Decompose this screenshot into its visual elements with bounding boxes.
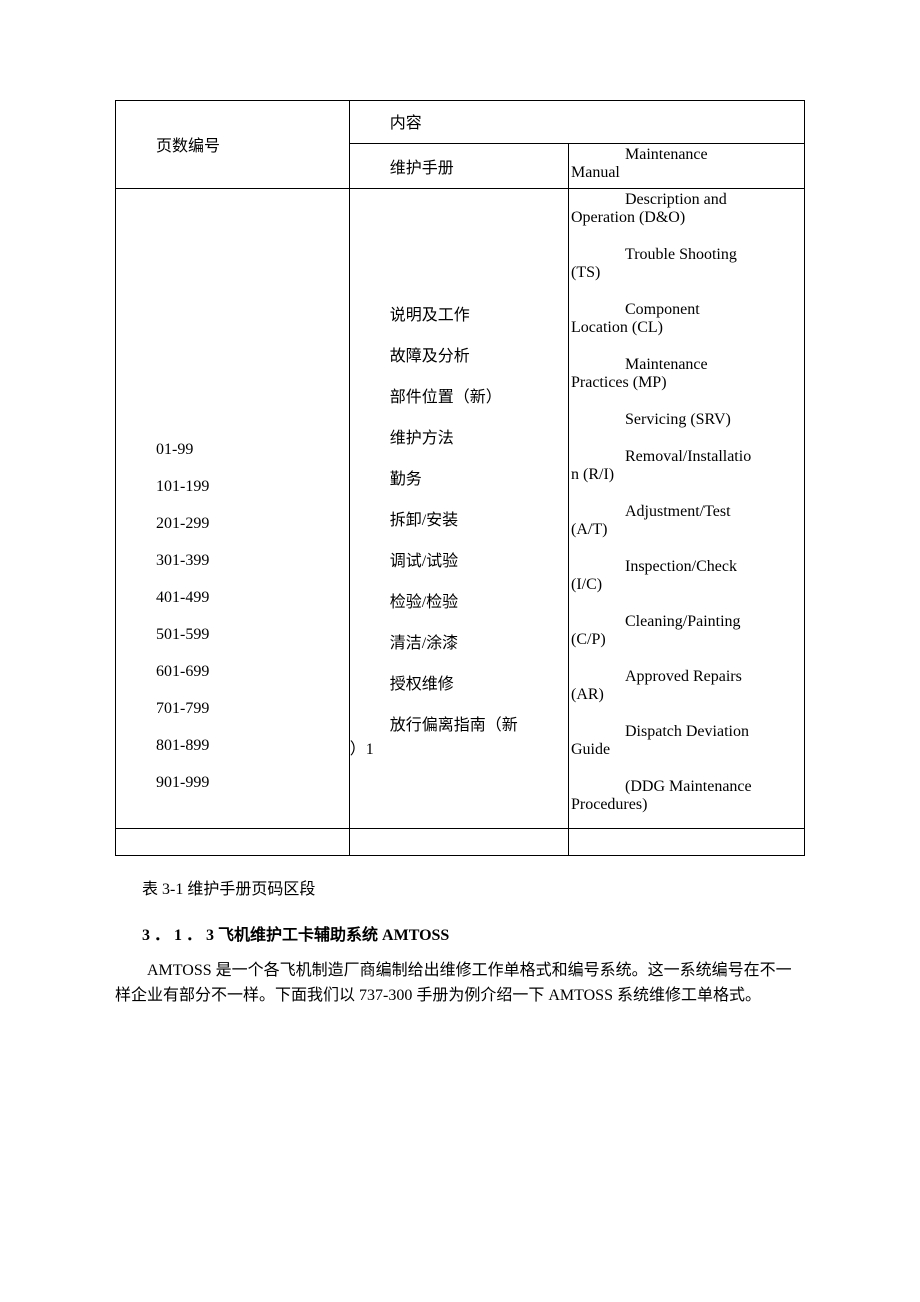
page-range: 201-299 <box>156 515 349 533</box>
page-range: 401-499 <box>156 589 349 607</box>
page-range: 801-899 <box>156 737 349 755</box>
table-caption: 表 3-1 维护手册页码区段 <box>115 875 805 899</box>
page-range: 601-699 <box>156 663 349 681</box>
page-range: 101-199 <box>156 478 349 496</box>
cn-item: 清洁/涂漆 <box>390 629 568 653</box>
table-header-manual-en: Maintenance Manual <box>569 144 804 188</box>
table-header-content: 内容 <box>350 101 804 143</box>
cn-item: 检验/检验 <box>390 588 568 612</box>
cn-item: 调试/试验 <box>390 547 568 571</box>
cn-item: 部件位置（新） <box>390 383 568 407</box>
cn-item-cont: ）1 <box>350 735 568 759</box>
cn-item: 说明及工作 <box>390 301 568 325</box>
cn-item: 放行偏离指南（新 <box>390 711 568 735</box>
page-range: 01-99 <box>156 441 349 459</box>
cn-items-cell: 说明及工作 故障及分析 部件位置（新） 维护方法 勤务 拆卸/安装 调试/试验 … <box>350 189 568 759</box>
cn-item: 授权维修 <box>390 670 568 694</box>
section-title: 3．1．3飞机维护工卡辅助系统 AMTOSS <box>115 921 805 945</box>
en-items-cell: Description andOperation (D&O) Trouble S… <box>569 189 804 828</box>
table-header-manual-cn: 维护手册 <box>350 144 568 188</box>
section-title-cn: 飞机维护工卡辅助系统 <box>218 927 382 944</box>
section-number: 3．1．3 <box>142 927 218 944</box>
cn-item: 勤务 <box>390 465 568 489</box>
cn-item: 拆卸/安装 <box>390 506 568 530</box>
cn-item: 故障及分析 <box>390 342 568 366</box>
cn-item: 维护方法 <box>390 424 568 448</box>
table-header-pagenum: 页数编号 <box>116 124 349 166</box>
body-paragraph: AMTOSS 是一个各飞机制造厂商编制给出维修工作单格式和编号系统。这一系统编号… <box>115 959 805 1009</box>
page-range: 901-999 <box>156 774 349 792</box>
page-range-table: 页数编号 内容 维护手册 Maintenance Manual 01-99 10… <box>115 100 805 856</box>
section-title-en: AMTOSS <box>382 927 449 944</box>
page-range: 501-599 <box>156 626 349 644</box>
page-range: 701-799 <box>156 700 349 718</box>
page-ranges-cell: 01-99 101-199 201-299 301-399 401-499 50… <box>116 189 349 792</box>
page-range: 301-399 <box>156 552 349 570</box>
